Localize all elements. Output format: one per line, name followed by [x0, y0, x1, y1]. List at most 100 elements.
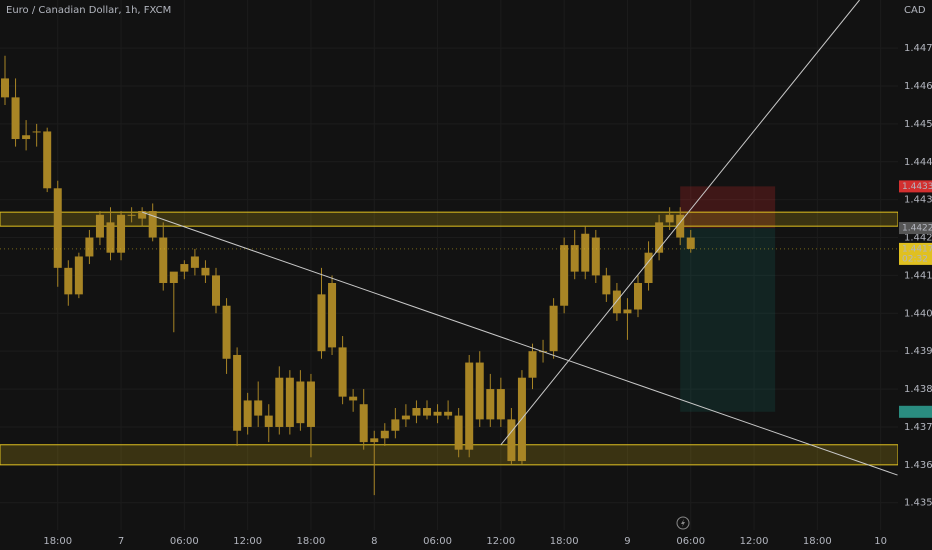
candle-body — [180, 264, 189, 272]
candle-body — [591, 237, 600, 276]
candle-body — [22, 135, 31, 140]
candle-body — [570, 245, 579, 272]
y-tick-label: 1.44000 — [904, 308, 932, 319]
target-label-bg — [899, 405, 932, 418]
y-tick-label: 1.44300 — [904, 195, 932, 206]
x-tick-label: 18:00 — [803, 536, 832, 547]
currency: CAD — [904, 5, 926, 16]
candle-body — [401, 415, 410, 420]
candle-body — [349, 396, 358, 401]
candle-body — [106, 222, 115, 253]
candle-body — [644, 252, 653, 283]
candle-body — [528, 351, 537, 378]
y-tick-label: 1.44400 — [904, 157, 932, 168]
candle-body — [138, 211, 147, 219]
candle-body — [507, 419, 516, 462]
candle-body — [391, 419, 400, 431]
candle-body — [612, 290, 621, 314]
candle-body — [243, 400, 252, 427]
x-tick-label: 9 — [624, 536, 630, 547]
zone — [0, 444, 898, 466]
candle-body — [212, 275, 220, 306]
x-tick-label: 12:00 — [486, 536, 515, 547]
candle-body — [665, 214, 674, 223]
candle-body — [496, 389, 505, 420]
x-tick-label: 06:00 — [676, 536, 705, 547]
candle-body — [423, 408, 431, 416]
candle-body — [444, 411, 453, 416]
trendline — [141, 211, 898, 476]
candle-body — [317, 294, 326, 352]
candle-body — [11, 97, 20, 140]
candle-body — [64, 267, 73, 295]
candle-body — [169, 271, 178, 283]
candle-body — [465, 362, 474, 450]
candle-body — [201, 267, 210, 276]
candle-body — [222, 305, 231, 359]
candle-body — [634, 282, 642, 310]
x-tick-label: 10 — [874, 536, 887, 547]
candle-body — [359, 404, 368, 443]
y-tick-label: 1.43800 — [904, 384, 932, 395]
x-tick-label: 18:00 — [550, 536, 579, 547]
candle-body — [53, 188, 62, 268]
candle-body — [254, 400, 263, 416]
stop-label: 1.44335 — [902, 182, 932, 192]
x-tick-label: 8 — [371, 536, 377, 547]
y-tick-label: 1.44700 — [904, 43, 932, 54]
candle-body — [74, 256, 83, 295]
stop-label-bg — [899, 180, 932, 193]
plot-area — [0, 0, 898, 496]
candle-body — [380, 430, 389, 439]
candle-body — [686, 237, 695, 249]
candle-body — [475, 362, 484, 420]
candle-body — [602, 275, 611, 295]
x-tick-label: 12:00 — [233, 536, 262, 547]
entry-label: 1.44225 — [902, 224, 932, 234]
candle-body — [275, 377, 284, 427]
candle-body — [95, 214, 104, 238]
candle-body — [676, 214, 685, 238]
candle-body — [296, 381, 305, 424]
last-price-label-bg — [899, 242, 932, 265]
candle-body — [159, 237, 168, 283]
candle-body — [85, 237, 94, 257]
candle-body — [233, 354, 242, 431]
y-tick-label: 1.44500 — [904, 119, 932, 130]
candle-body — [117, 214, 126, 253]
candle-body — [328, 282, 337, 348]
x-tick-label: 12:00 — [740, 536, 769, 547]
candle-body — [338, 347, 347, 397]
candle-body — [370, 438, 379, 443]
candle-body — [1, 78, 9, 98]
candle-body — [412, 408, 421, 416]
y-tick-label: 1.43600 — [904, 460, 932, 471]
zone — [0, 211, 898, 227]
y-tick-label: 1.44200 — [904, 233, 932, 244]
stop-zone — [680, 186, 776, 229]
chart-title: Euro / Canadian Dollar, 1h, FXCM — [6, 5, 171, 16]
candle-body — [264, 415, 273, 427]
lightning-icon[interactable] — [676, 516, 690, 530]
candle-body — [560, 245, 569, 306]
candle-body — [43, 131, 52, 189]
candle-body — [655, 222, 664, 253]
countdown: 02:32 — [902, 254, 928, 264]
candle-body — [623, 309, 632, 314]
candle-body — [454, 415, 463, 450]
candle-body — [486, 389, 495, 420]
entry-label-bg — [899, 222, 932, 235]
target-zone — [680, 228, 776, 412]
candle-body — [549, 305, 558, 352]
y-tick-label: 1.43900 — [904, 346, 932, 357]
candle-body — [581, 233, 590, 272]
candle-body — [148, 211, 157, 238]
candle-body — [306, 381, 315, 427]
trendline — [500, 0, 860, 446]
candle-body — [127, 214, 136, 216]
candle-body — [433, 411, 442, 416]
candle-body — [285, 377, 294, 427]
y-tick-label: 1.43500 — [904, 498, 932, 509]
